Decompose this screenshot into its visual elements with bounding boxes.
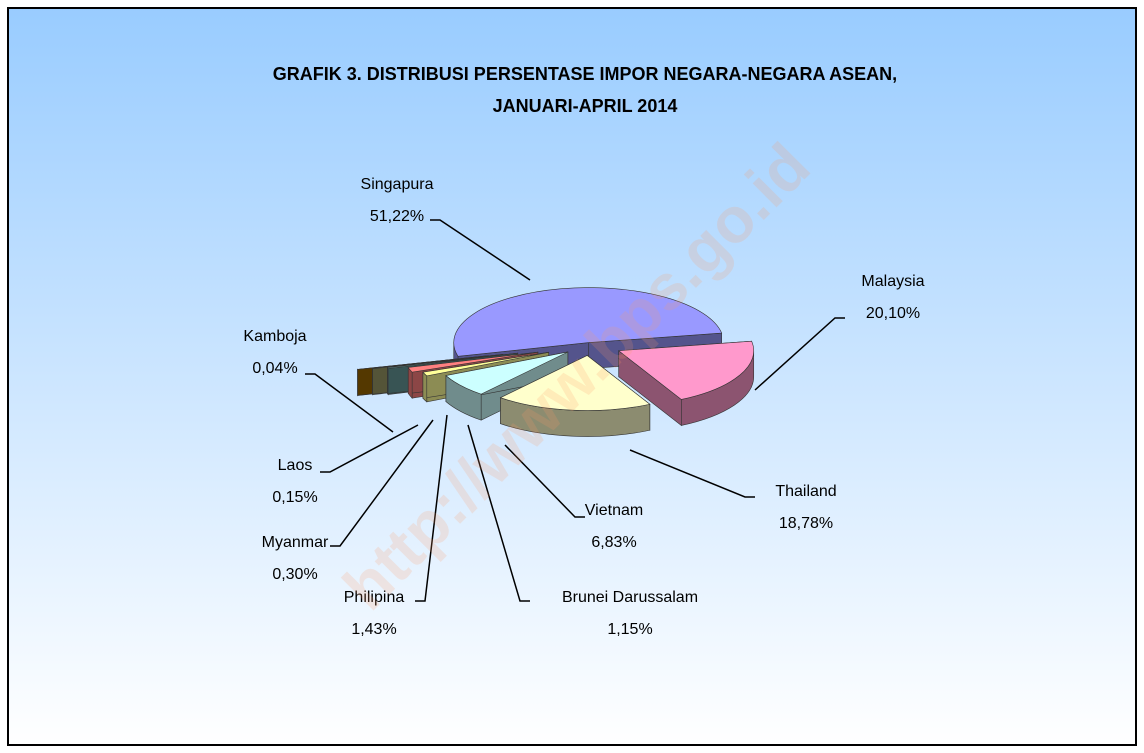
value-label: 0,15% bbox=[272, 489, 317, 506]
leader-line bbox=[430, 219, 531, 281]
slice bbox=[422, 351, 549, 377]
category-label: Vietnam bbox=[585, 502, 643, 519]
category-label: Myanmar bbox=[262, 534, 329, 551]
labels: Singapura 51,22% Malaysia 20,10% Thailand 18,… bbox=[243, 176, 924, 638]
value-label: 0,30% bbox=[272, 566, 317, 583]
slice bbox=[453, 287, 723, 357]
slice bbox=[371, 354, 504, 369]
pie bbox=[357, 287, 755, 437]
leader-line bbox=[754, 317, 845, 391]
leader-line bbox=[504, 444, 585, 518]
category-label: Singapura bbox=[361, 176, 434, 193]
value-label: 1,43% bbox=[351, 621, 396, 638]
leader-line bbox=[305, 373, 394, 433]
slice-side bbox=[387, 366, 389, 396]
leader-line bbox=[415, 414, 448, 602]
value-label: 1,15% bbox=[607, 621, 652, 638]
value-label: 6,83% bbox=[591, 534, 636, 551]
slice bbox=[499, 355, 651, 411]
slice-side bbox=[422, 371, 428, 403]
category-label: Thailand bbox=[775, 483, 836, 500]
slice-side bbox=[407, 366, 413, 399]
category-label: Brunei Darussalam bbox=[562, 589, 698, 606]
category-label: Kamboja bbox=[243, 328, 306, 345]
leader-line bbox=[330, 419, 434, 547]
value-label: 18,78% bbox=[779, 515, 833, 532]
leader-line bbox=[320, 424, 419, 473]
category-label: Laos bbox=[278, 457, 313, 474]
leader-line bbox=[629, 449, 755, 498]
category-label: Philipina bbox=[344, 589, 405, 606]
category-label: Malaysia bbox=[861, 273, 924, 290]
slice bbox=[617, 340, 754, 400]
slice bbox=[407, 351, 538, 373]
slice bbox=[386, 352, 518, 369]
value-label: 51,22% bbox=[370, 208, 424, 225]
chart-title: JANUARI-APRIL 2014 bbox=[493, 96, 678, 116]
chart-title: GRAFIK 3. DISTRIBUSI PERSENTASE IMPOR NE… bbox=[273, 64, 897, 84]
value-label: 0,04% bbox=[252, 360, 297, 377]
value-label: 20,10% bbox=[866, 305, 920, 322]
leader-line bbox=[467, 424, 530, 602]
slice bbox=[445, 351, 568, 395]
